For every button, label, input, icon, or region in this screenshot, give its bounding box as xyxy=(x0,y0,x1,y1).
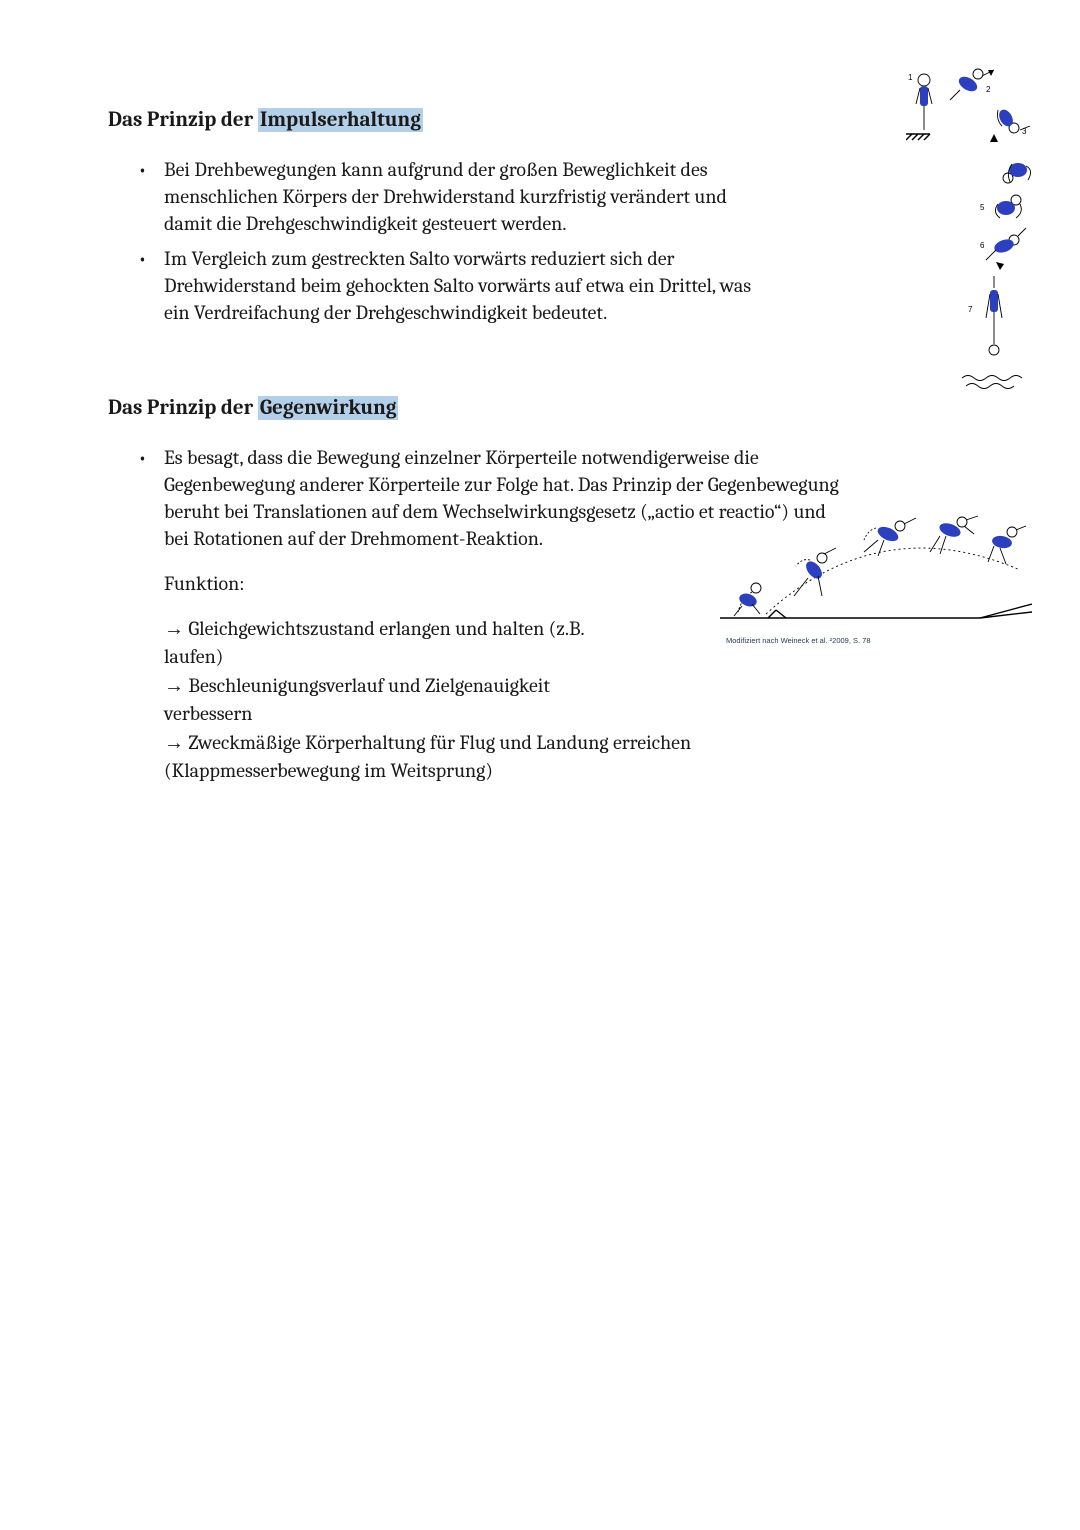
figure-longjump-caption: Modifiziert nach Weineck et al. ²2009, S… xyxy=(720,636,1032,645)
arrow-text: Beschleunigungsverlauf und Zielgenauigke… xyxy=(164,674,550,725)
bullet-item: Im Vergleich zum gestreckten Salto vorwä… xyxy=(164,245,758,326)
arrow-icon: → xyxy=(164,675,184,697)
bullet-list-1: Bei Drehbewegungen kann aufgrund der gro… xyxy=(108,156,758,326)
arrow-text: Gleichgewichtszustand erlangen und halte… xyxy=(164,617,584,668)
phase-label-2: 2 xyxy=(986,85,991,94)
bullet-item: Bei Drehbewegungen kann aufgrund der gro… xyxy=(164,156,758,237)
bullet-list-2: Es besagt, dass die Bewegung einzelner K… xyxy=(108,444,848,552)
arrow-icon: → xyxy=(164,618,184,640)
phase-label-6: 6 xyxy=(980,241,985,250)
phase-label-5: 5 xyxy=(980,203,985,212)
heading-prefix: Das Prinzip der xyxy=(108,396,258,420)
section-impulserhaltung: Das Prinzip der Impulserhaltung Bei Dreh… xyxy=(108,108,758,326)
phase-label-1: 1 xyxy=(908,73,913,82)
heading-highlight: Gegenwirkung xyxy=(258,396,399,420)
arrow-item: → Gleichgewichtszustand erlangen und hal… xyxy=(164,615,594,670)
arrow-item: → Zweckmäßige Körperhaltung für Flug und… xyxy=(164,729,848,784)
arrow-text: Zweckmäßige Körperhaltung für Flug und L… xyxy=(164,731,691,782)
phase-label-7: 7 xyxy=(968,305,973,314)
heading-highlight: Impulserhaltung xyxy=(258,108,423,132)
bullet-item: Es besagt, dass die Bewegung einzelner K… xyxy=(164,444,848,552)
heading-prefix: Das Prinzip der xyxy=(108,108,258,132)
figure-somersault: 1 2 3 4 5 6 7 xyxy=(906,64,1046,392)
arrow-item: → Beschleunigungsverlauf und Zielgenauig… xyxy=(164,672,594,727)
arrow-icon: → xyxy=(164,732,184,754)
heading-gegenwirkung: Das Prinzip der Gegenwirkung xyxy=(108,396,848,420)
heading-impulserhaltung: Das Prinzip der Impulserhaltung xyxy=(108,108,758,132)
